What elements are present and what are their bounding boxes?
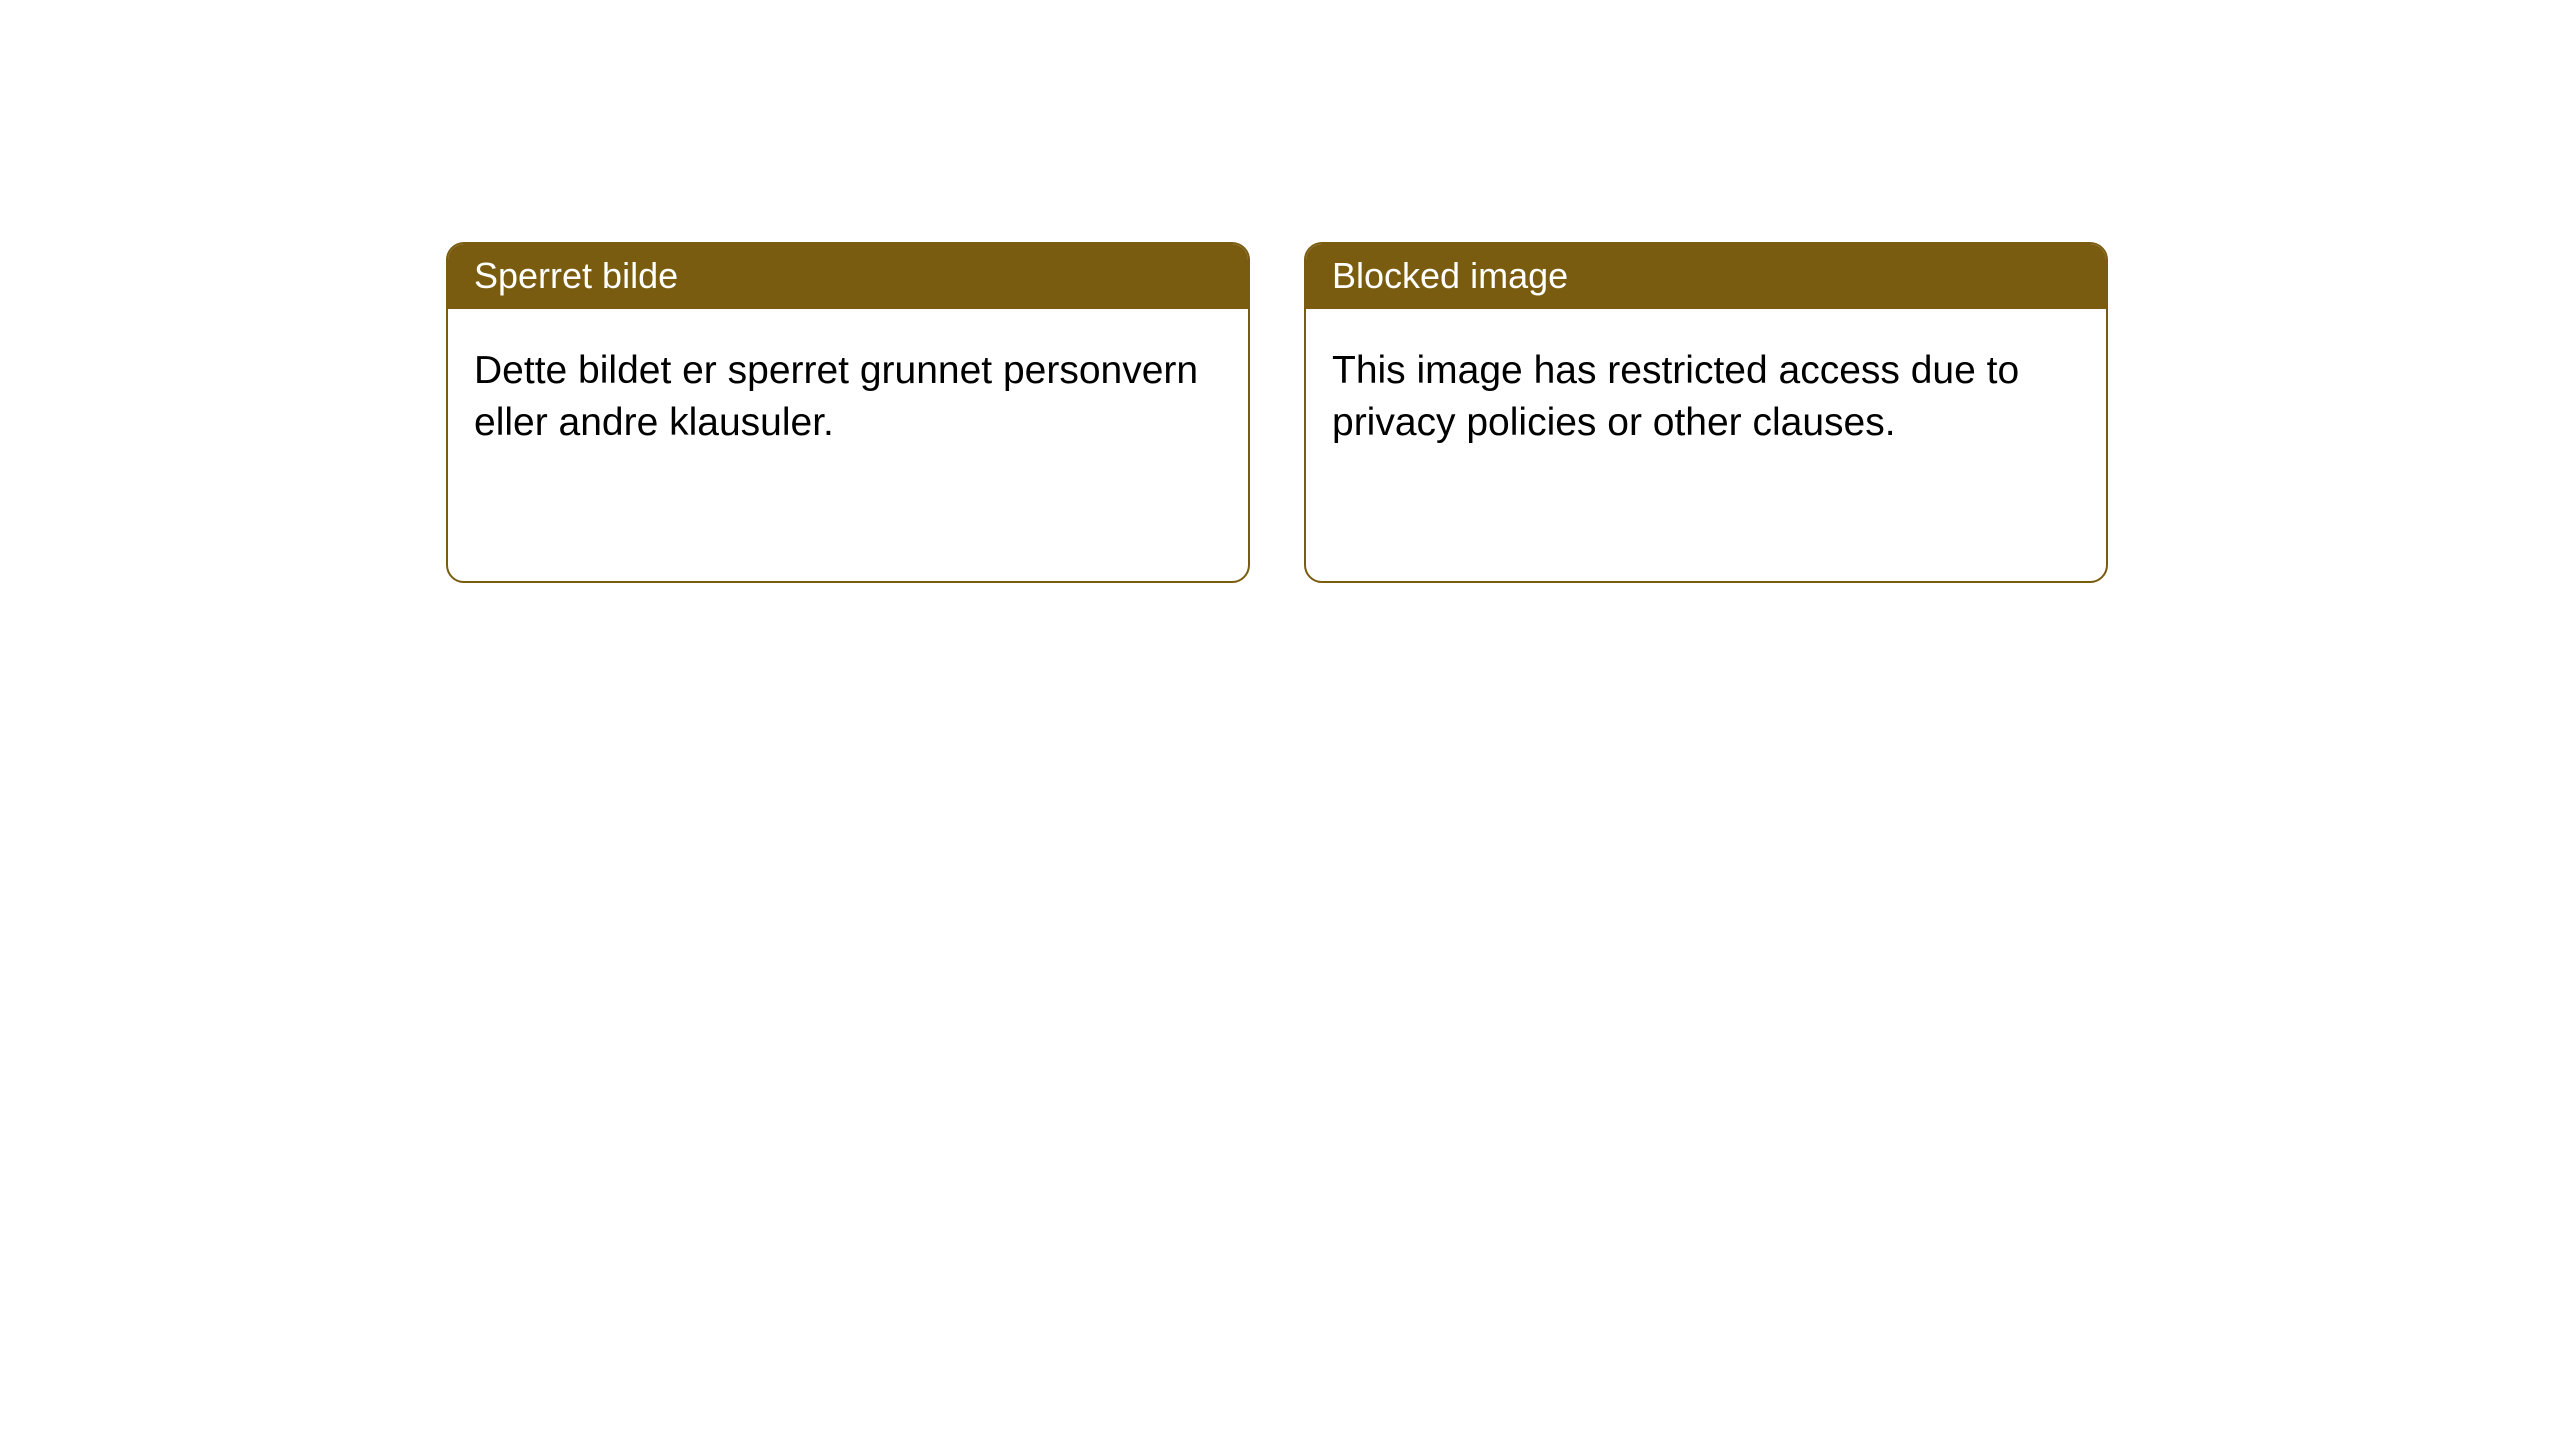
notice-body: Dette bildet er sperret grunnet personve… [448,309,1248,581]
notice-body: This image has restricted access due to … [1306,309,2106,581]
notice-header: Blocked image [1306,244,2106,309]
notice-card-norwegian: Sperret bilde Dette bildet er sperret gr… [446,242,1250,583]
notice-header: Sperret bilde [448,244,1248,309]
notice-card-english: Blocked image This image has restricted … [1304,242,2108,583]
notice-container: Sperret bilde Dette bildet er sperret gr… [0,0,2560,583]
